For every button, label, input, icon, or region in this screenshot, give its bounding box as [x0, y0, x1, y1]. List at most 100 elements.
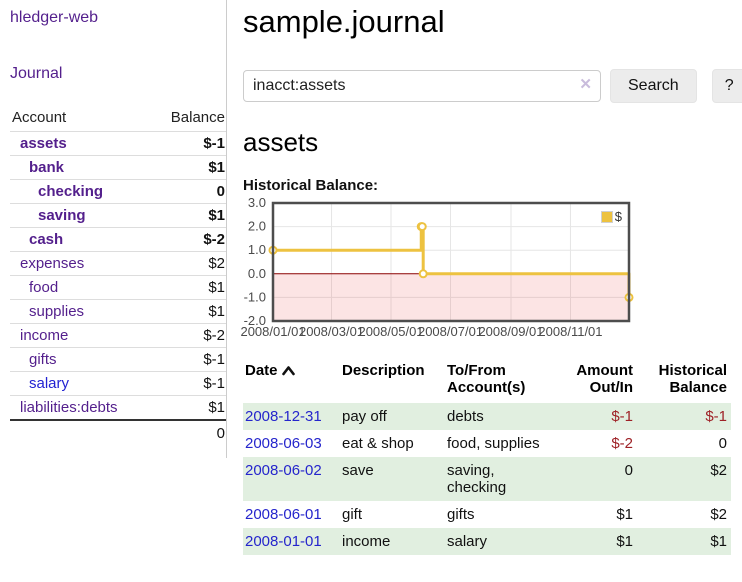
account-row: food $1 — [10, 275, 226, 300]
register-header-row: Date Description To/From Account(s) Amou… — [243, 360, 731, 403]
transaction-date-link[interactable]: 2008-06-02 — [245, 462, 322, 479]
transaction-date-link[interactable]: 2008-06-01 — [245, 506, 322, 523]
account-link[interactable]: expenses — [20, 255, 85, 272]
app-title: hledger-web — [10, 9, 226, 27]
account-row: assets $-1 — [10, 131, 226, 156]
account-link[interactable]: liabilities:debts — [20, 399, 118, 416]
transaction-amount: $-2 — [611, 435, 633, 452]
account-link[interactable]: gifts — [29, 351, 57, 368]
register-header-date[interactable]: Date — [243, 360, 340, 403]
transaction-amount: $-1 — [611, 408, 633, 425]
clear-search-icon[interactable]: ✕ — [579, 76, 592, 93]
svg-text:-2.0: -2.0 — [244, 313, 266, 328]
register-row: 2008-06-03 eat & shop food, supplies $-2 0 — [243, 430, 731, 457]
transaction-balance: $1 — [710, 533, 727, 550]
account-link[interactable]: income — [20, 327, 69, 344]
account-balance: $1 — [208, 279, 225, 296]
svg-text:0.0: 0.0 — [248, 266, 266, 281]
transaction-accounts: food, supplies — [447, 435, 540, 452]
page: hledger-web Journal Account Balance asse… — [0, 0, 742, 555]
transaction-accounts: saving, checking — [447, 462, 507, 496]
transaction-accounts: gifts — [447, 506, 475, 523]
register-header-amount: Amount Out/In — [576, 362, 633, 396]
account-row: saving $1 — [10, 203, 226, 228]
transaction-balance: $2 — [710, 506, 727, 523]
transaction-balance: $2 — [710, 462, 727, 479]
account-link[interactable]: bank — [29, 159, 65, 176]
svg-text:1.0: 1.0 — [248, 242, 266, 257]
account-row: salary $-1 — [10, 371, 226, 396]
svg-text:2008/11/01: 2008/11/01 — [538, 324, 602, 339]
accounts-tbody: assets $-1 bank $1 checking 0 saving $1 cash $-2 e… — [10, 131, 226, 421]
svg-text:2008/09/01: 2008/09/01 — [478, 324, 543, 339]
account-link[interactable]: food — [29, 279, 59, 296]
sidebar-item-journal[interactable]: Journal — [10, 65, 63, 82]
account-heading: assets — [243, 127, 319, 157]
register-header-accounts: To/From Account(s) — [447, 362, 526, 396]
svg-text:2.0: 2.0 — [248, 219, 266, 234]
account-balance: $1 — [208, 207, 225, 224]
transaction-description: pay off — [342, 408, 387, 425]
account-link[interactable]: checking — [38, 183, 104, 200]
transaction-description: gift — [342, 506, 363, 523]
account-link[interactable]: saving — [38, 207, 86, 224]
account-balance: $1 — [208, 303, 225, 320]
main-content: sample.journal ✕ Search ? assets Histori… — [227, 0, 742, 555]
transaction-amount: 0 — [624, 462, 633, 479]
transaction-date-link[interactable]: 2008-01-01 — [245, 533, 322, 550]
account-balance: $-2 — [203, 327, 225, 344]
svg-text:-1.0: -1.0 — [244, 289, 266, 304]
accounts-header-account: Account — [12, 109, 67, 126]
svg-text:2008/03/01: 2008/03/01 — [299, 324, 364, 339]
account-row: income $-2 — [10, 323, 226, 348]
search-button[interactable]: Search — [610, 69, 697, 103]
account-balance: $1 — [208, 159, 225, 176]
search-input[interactable] — [243, 70, 601, 102]
register-row: 2008-06-02 save saving, checking 0 $2 — [243, 457, 731, 501]
account-link[interactable]: cash — [29, 231, 64, 248]
svg-text:2008/01/01: 2008/01/01 — [240, 324, 305, 339]
account-row: checking 0 — [10, 179, 226, 204]
legend-series-swatch — [600, 210, 613, 223]
register-row: 2008-06-01 gift gifts $1 $2 — [243, 501, 731, 528]
account-row: cash $-2 — [10, 227, 226, 252]
balance-chart-svg: 2008/01/012008/03/012008/05/012008/07/01… — [240, 195, 634, 339]
transaction-balance: 0 — [718, 435, 727, 452]
account-link[interactable]: assets — [20, 135, 67, 152]
svg-text:2008/05/01: 2008/05/01 — [358, 324, 423, 339]
account-row: expenses $2 — [10, 251, 226, 276]
balance-chart: 2008/01/01 2008/03/01 2008/05/01 2008/07/01… — [240, 195, 634, 339]
transaction-amount: $1 — [616, 506, 633, 523]
search-box: ✕ — [243, 70, 601, 102]
transaction-date-link[interactable]: 2008-12-31 — [245, 408, 322, 425]
register-row: 2008-01-01 income salary $1 $1 — [243, 528, 731, 555]
accounts-table: Account Balance assets $-1 bank $1 checking 0… — [10, 109, 226, 446]
account-row: bank $1 — [10, 155, 226, 180]
app-title-link[interactable]: hledger-web — [10, 9, 99, 26]
accounts-total-value: 0 — [150, 419, 226, 446]
account-balance: 0 — [216, 183, 225, 200]
transaction-description: eat & shop — [342, 435, 414, 452]
help-button[interactable]: ? — [711, 69, 742, 103]
transaction-amount: $1 — [616, 533, 633, 550]
sidebar: hledger-web Journal Account Balance asse… — [0, 0, 227, 458]
transaction-description: save — [342, 462, 374, 479]
register-table: Date Description To/From Account(s) Amou… — [243, 360, 731, 555]
account-row: gifts $-1 — [10, 347, 226, 372]
journal-nav: Journal — [10, 65, 226, 83]
transaction-balance: $-1 — [705, 408, 727, 425]
accounts-total-row: 0 — [10, 419, 226, 446]
register-row: 2008-12-31 pay off debts $-1 $-1 — [243, 403, 731, 430]
account-link[interactable]: supplies — [29, 303, 85, 320]
register-header-balance: Historical Balance — [658, 362, 727, 396]
account-balance: $-2 — [203, 231, 225, 248]
account-balance: $2 — [208, 255, 225, 272]
transaction-date-link[interactable]: 2008-06-03 — [245, 435, 322, 452]
svg-text:2008/07/01: 2008/07/01 — [418, 324, 483, 339]
transaction-accounts: debts — [447, 408, 484, 425]
page-title: sample.journal — [243, 4, 445, 39]
account-row: supplies $1 — [10, 299, 226, 324]
svg-text:3.0: 3.0 — [248, 195, 266, 210]
transaction-description: income — [342, 533, 391, 550]
account-link[interactable]: salary — [29, 375, 70, 392]
